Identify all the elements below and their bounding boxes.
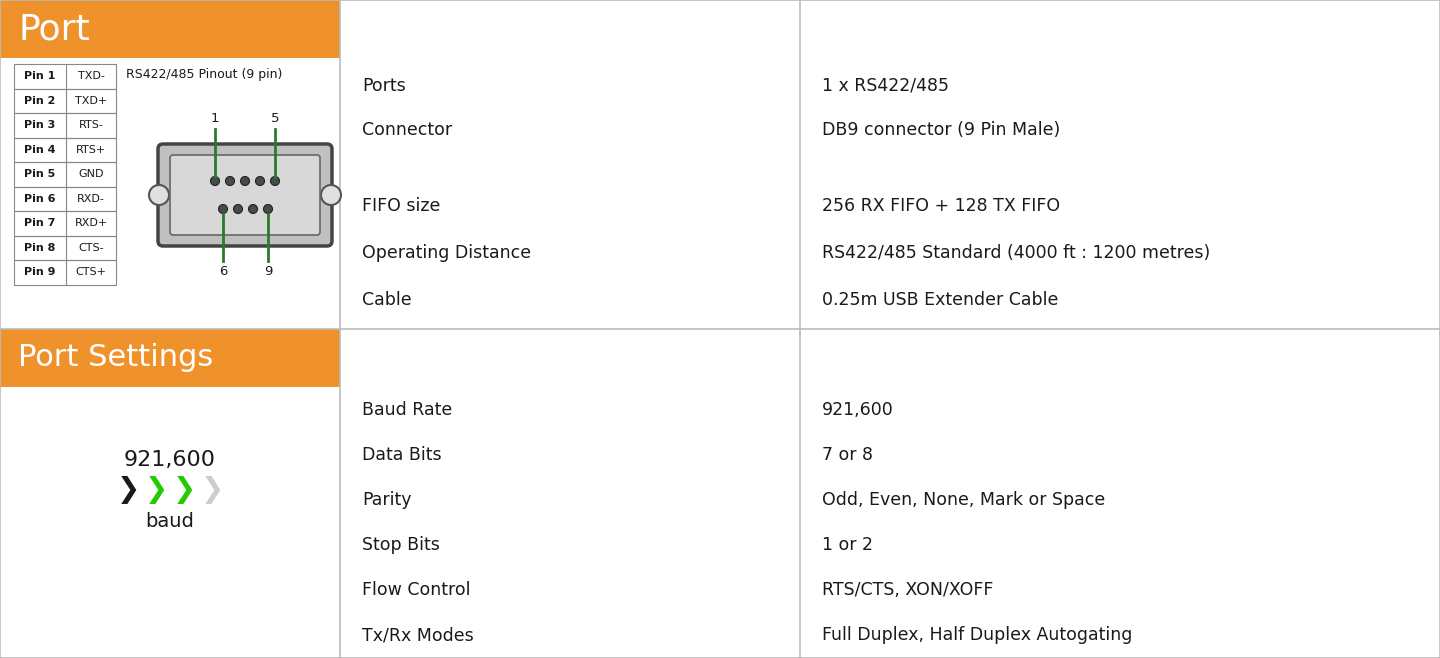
- Circle shape: [264, 205, 272, 213]
- Text: Pin 6: Pin 6: [24, 193, 56, 204]
- Text: CTS+: CTS+: [75, 267, 107, 277]
- Text: 7 or 8: 7 or 8: [822, 445, 873, 464]
- Text: ❯: ❯: [200, 476, 223, 504]
- Text: DB9 connector (9 Pin Male): DB9 connector (9 Pin Male): [822, 121, 1060, 139]
- Circle shape: [148, 185, 168, 205]
- Text: RXD+: RXD+: [75, 218, 108, 228]
- Text: GND: GND: [78, 169, 104, 179]
- Text: Stop Bits: Stop Bits: [361, 536, 439, 554]
- Text: RTS-: RTS-: [79, 120, 104, 130]
- Bar: [14, 211, 117, 236]
- Circle shape: [210, 176, 219, 186]
- Bar: [14, 162, 117, 186]
- Text: Data Bits: Data Bits: [361, 445, 442, 464]
- Text: Connector: Connector: [361, 121, 452, 139]
- Bar: [14, 138, 117, 162]
- Bar: [14, 88, 117, 113]
- Text: 1 or 2: 1 or 2: [822, 536, 873, 554]
- Text: 6: 6: [219, 265, 228, 278]
- Circle shape: [249, 205, 258, 213]
- FancyBboxPatch shape: [170, 155, 320, 235]
- FancyBboxPatch shape: [158, 144, 333, 246]
- Text: 5: 5: [271, 112, 279, 125]
- Text: CTS-: CTS-: [78, 243, 104, 253]
- Text: Parity: Parity: [361, 491, 412, 509]
- Bar: [0, 0, 340, 58]
- Text: Baud Rate: Baud Rate: [361, 401, 452, 418]
- Circle shape: [219, 205, 228, 213]
- Circle shape: [233, 205, 242, 213]
- Bar: [14, 113, 117, 138]
- Text: Full Duplex, Half Duplex Autogating: Full Duplex, Half Duplex Autogating: [822, 626, 1132, 644]
- Text: Pin 9: Pin 9: [24, 267, 56, 277]
- Text: ❯: ❯: [173, 476, 196, 504]
- Text: 1 x RS422/485: 1 x RS422/485: [822, 77, 949, 95]
- Bar: [14, 186, 117, 211]
- Text: Cable: Cable: [361, 291, 412, 309]
- Text: 0.25m USB Extender Cable: 0.25m USB Extender Cable: [822, 291, 1058, 309]
- Text: 256 RX FIFO + 128 TX FIFO: 256 RX FIFO + 128 TX FIFO: [822, 197, 1060, 215]
- Bar: [14, 64, 117, 88]
- Text: RTS/CTS, XON/XOFF: RTS/CTS, XON/XOFF: [822, 581, 994, 599]
- Text: RTS+: RTS+: [76, 145, 107, 155]
- Text: Tx/Rx Modes: Tx/Rx Modes: [361, 626, 474, 644]
- Circle shape: [321, 185, 341, 205]
- Text: Flow Control: Flow Control: [361, 581, 471, 599]
- Text: FIFO size: FIFO size: [361, 197, 441, 215]
- Text: Pin 3: Pin 3: [24, 120, 56, 130]
- Text: Pin 1: Pin 1: [24, 71, 56, 81]
- Circle shape: [255, 176, 265, 186]
- Text: RS422/485 Standard (4000 ft : 1200 metres): RS422/485 Standard (4000 ft : 1200 metre…: [822, 244, 1210, 262]
- Text: Port: Port: [17, 12, 89, 46]
- Text: RXD-: RXD-: [78, 193, 105, 204]
- Text: Pin 4: Pin 4: [24, 145, 56, 155]
- Circle shape: [226, 176, 235, 186]
- Bar: [14, 236, 117, 260]
- Text: ❯: ❯: [144, 476, 167, 504]
- Text: RS422/485 Pinout (9 pin): RS422/485 Pinout (9 pin): [127, 68, 282, 81]
- Text: Port Settings: Port Settings: [17, 343, 213, 372]
- Text: Pin 2: Pin 2: [24, 96, 56, 106]
- Text: Odd, Even, None, Mark or Space: Odd, Even, None, Mark or Space: [822, 491, 1106, 509]
- Text: Pin 5: Pin 5: [24, 169, 56, 179]
- Text: 9: 9: [264, 265, 272, 278]
- Text: Ports: Ports: [361, 77, 406, 95]
- Text: TXD+: TXD+: [75, 96, 107, 106]
- Text: 921,600: 921,600: [822, 401, 894, 418]
- Text: 1: 1: [210, 112, 219, 125]
- Text: baud: baud: [145, 513, 194, 532]
- Text: Operating Distance: Operating Distance: [361, 244, 531, 262]
- Text: Pin 8: Pin 8: [24, 243, 56, 253]
- Text: 921,600: 921,600: [124, 450, 216, 470]
- Text: TXD-: TXD-: [78, 71, 105, 81]
- Circle shape: [240, 176, 249, 186]
- Bar: [0, 329, 340, 387]
- Circle shape: [271, 176, 279, 186]
- Text: ❯: ❯: [117, 476, 140, 504]
- Text: Pin 7: Pin 7: [24, 218, 56, 228]
- Bar: [14, 260, 117, 284]
